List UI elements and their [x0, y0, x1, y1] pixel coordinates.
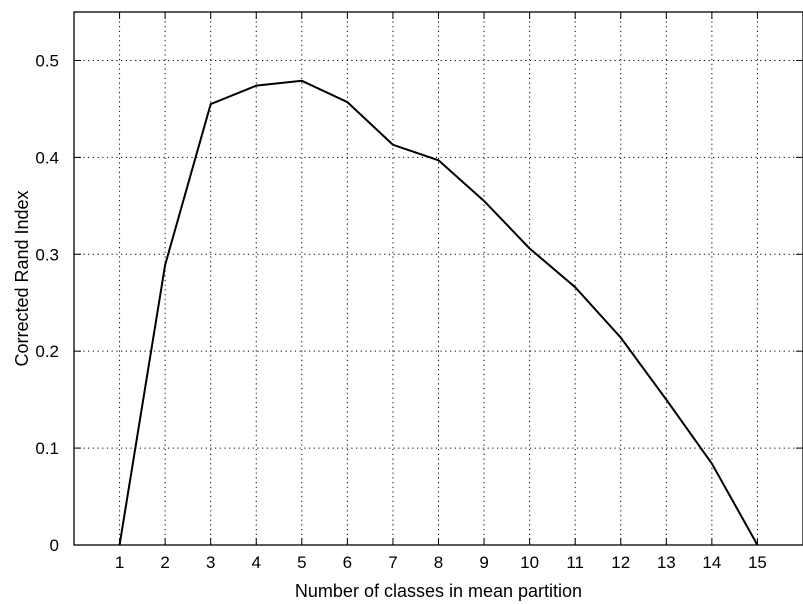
x-tick-label: 13 — [657, 553, 676, 572]
plot-frame — [73, 11, 803, 546]
series-line — [118, 79, 759, 546]
x-tick-label: 6 — [343, 553, 352, 572]
y-tick-labels: 0 0.1 0.2 0.3 0.4 0.5 — [35, 51, 59, 555]
x-tick-label: 14 — [702, 553, 721, 572]
x-tick-label: 3 — [206, 553, 215, 572]
y-axis-label: Corrected Rand Index — [12, 190, 32, 366]
x-tick-label: 1 — [115, 553, 124, 572]
x-tick-label: 10 — [520, 553, 539, 572]
x-tick-label: 12 — [611, 553, 630, 572]
x-tick-label: 5 — [297, 553, 306, 572]
series-line-group — [118, 79, 759, 546]
x-tick-label: 15 — [748, 553, 767, 572]
x-tick-label: 2 — [160, 553, 169, 572]
y-tick-label: 0.3 — [35, 245, 59, 264]
x-tick-labels: 1 2 3 4 5 6 7 8 9 10 11 12 13 14 15 — [115, 553, 767, 572]
x-axis-label: Number of classes in mean partition — [295, 581, 582, 601]
x-tick-label: 8 — [434, 553, 443, 572]
y-tick-label: 0.5 — [35, 51, 59, 70]
y-tick-label: 0 — [50, 536, 59, 555]
y-tick-label: 0.4 — [35, 148, 59, 167]
x-tick-label: 9 — [479, 553, 488, 572]
x-tick-label: 4 — [252, 553, 261, 572]
x-tick-label: 7 — [388, 553, 397, 572]
x-tick-label: 11 — [566, 553, 584, 572]
ticks — [74, 12, 803, 546]
grid — [74, 12, 803, 545]
y-tick-label: 0.2 — [35, 342, 59, 361]
y-tick-label: 0.1 — [35, 439, 59, 458]
